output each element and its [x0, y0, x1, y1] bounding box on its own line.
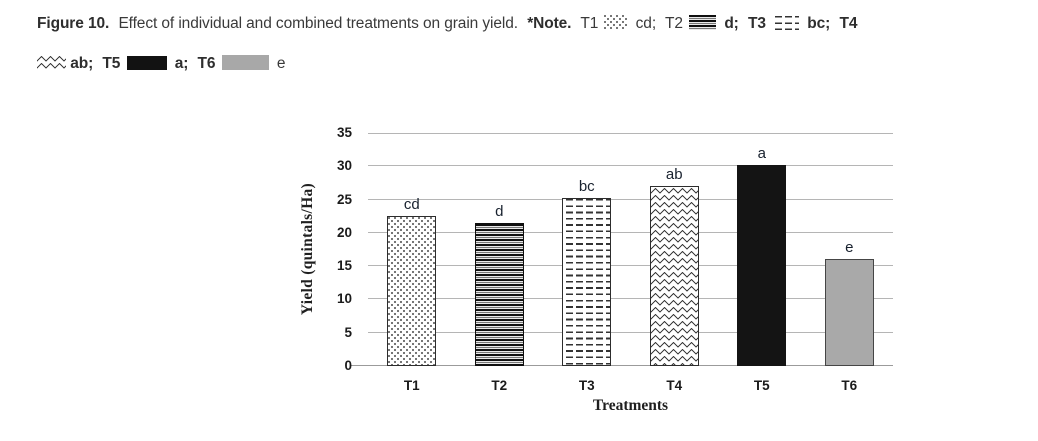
figure-number: Figure 10. — [37, 15, 110, 32]
note-t2-sig: d; — [724, 15, 739, 32]
t1-dots-pattern-swatch — [604, 15, 628, 30]
t4-zigzag-pattern-swatch — [37, 55, 66, 70]
note-t3-label: T3 — [747, 15, 766, 32]
note-t1-label: T1 — [580, 15, 599, 32]
t6-gray-pattern-swatch — [221, 55, 269, 70]
x-tick-label-t2: T2 — [491, 378, 508, 393]
x-tick-label-t5: T5 — [753, 378, 770, 393]
note-t5-sig: a; — [174, 55, 189, 72]
note-t4-sig: ab; — [70, 55, 94, 72]
bar-t1 — [387, 216, 437, 366]
gridline-25 — [368, 199, 893, 200]
sig-label-t4: ab — [665, 166, 683, 183]
sig-label-t1: cd — [403, 196, 420, 213]
figure-title: Effect of individual and combined treatm… — [118, 15, 518, 32]
note-t1-sig: cd; — [635, 15, 657, 32]
x-tick-label-t4: T4 — [666, 378, 683, 393]
bar-t4 — [649, 186, 699, 366]
y-tick-label-10: 10 — [336, 291, 352, 307]
note-t5-label: T5 — [102, 55, 121, 72]
y-tick-label-5: 5 — [344, 324, 352, 340]
y-tick-label-25: 25 — [336, 191, 352, 207]
gridline-35 — [368, 133, 893, 134]
note-label: *Note. — [527, 15, 572, 32]
bar-t6 — [824, 259, 874, 366]
x-tick-label-t3: T3 — [578, 378, 595, 393]
sig-label-t5: a — [757, 145, 766, 162]
y-tick-label-30: 30 — [336, 158, 352, 174]
note-t4-label: T4 — [839, 15, 858, 32]
y-tick-label-35: 35 — [336, 125, 352, 140]
y-tick-label-20: 20 — [336, 224, 352, 240]
gridline-0 — [351, 365, 893, 366]
sig-label-t3: bc — [578, 178, 595, 195]
gridline-20 — [368, 232, 893, 233]
plot-area: 0 5 10 15 20 25 30 35 cd T1 d T2 bc T3 ab T4 a T5 e T6 — [337, 125, 893, 393]
gridline-10 — [368, 298, 893, 299]
sig-label-t6: e — [845, 239, 854, 256]
y-tick-label-15: 15 — [336, 258, 352, 274]
x-axis-title: Treatments — [592, 397, 669, 414]
y-tick-label-0: 0 — [344, 358, 352, 373]
bar-t5 — [737, 165, 787, 366]
t3-dashes-pattern-swatch — [772, 16, 800, 30]
bar-t2 — [474, 223, 524, 366]
note-t6-sig: e — [276, 55, 286, 72]
note-t6-label: T6 — [197, 55, 216, 72]
t2-hlines-pattern-swatch — [689, 15, 717, 30]
figure-caption-line-2: ab; T5 a; T6 e — [37, 55, 290, 73]
bar-t3 — [562, 198, 612, 366]
note-t3-sig: bc; — [807, 15, 831, 32]
t5-black-pattern-swatch — [126, 56, 167, 70]
gridline-30 — [368, 165, 893, 166]
x-tick-label-t6: T6 — [841, 378, 858, 393]
note-t2-label: T2 — [664, 15, 683, 32]
x-tick-label-t1: T1 — [403, 378, 420, 393]
sig-label-t2: d — [495, 203, 504, 220]
gridline-15 — [368, 265, 893, 266]
gridline-5 — [368, 332, 893, 333]
figure-caption: Figure 10. Effect of individual and comb… — [37, 15, 862, 33]
